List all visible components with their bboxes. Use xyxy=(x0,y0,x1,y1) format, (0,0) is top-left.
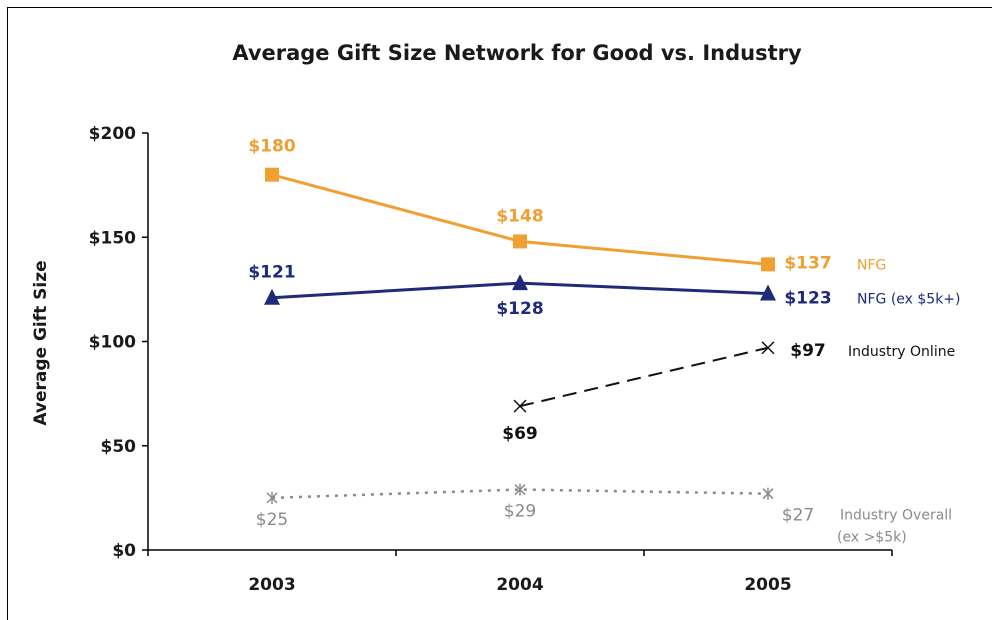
series-nfg-ex-5k xyxy=(264,274,776,305)
y-tick-label: $100 xyxy=(89,333,136,353)
series-name-label: Industry Online xyxy=(848,344,955,360)
data-label: $69 xyxy=(502,424,538,444)
data-point-square xyxy=(761,257,775,272)
series-line xyxy=(519,346,769,408)
data-label: $148 xyxy=(496,206,543,226)
labels-layer: $180 $148 $137 NFG $121 $128 $123 NFG (ex $5k+)… xyxy=(248,137,960,546)
data-point-asterisk xyxy=(514,483,526,496)
x-tick-label: 2003 xyxy=(248,575,295,595)
y-tick-label: $50 xyxy=(101,437,137,457)
data-point-x xyxy=(513,399,527,413)
data-point-asterisk xyxy=(266,491,278,504)
data-label: $128 xyxy=(496,299,543,319)
series-name-label: NFG xyxy=(857,257,886,273)
data-label: $97 xyxy=(790,341,826,361)
chart-title: Average Gift Size Network for Good vs. I… xyxy=(232,41,802,65)
series-industry-overall xyxy=(266,483,774,504)
data-point-square xyxy=(513,234,527,249)
data-point-x xyxy=(761,341,775,355)
axes: $0 $50 $100 $150 $200 2003 2004 2005 xyxy=(89,124,893,595)
data-point-triangle xyxy=(264,288,280,305)
data-point-triangle xyxy=(760,284,776,301)
y-tick-label: $150 xyxy=(89,228,136,248)
data-point-square xyxy=(265,167,279,182)
x-tick-label: 2005 xyxy=(744,575,791,595)
data-label: $180 xyxy=(248,137,295,157)
x-tick-label: 2004 xyxy=(496,575,543,595)
y-tick-label: $200 xyxy=(89,124,136,144)
data-label: $121 xyxy=(248,263,295,283)
chart-frame xyxy=(7,7,992,620)
data-label: $123 xyxy=(784,289,831,309)
data-point-asterisk xyxy=(762,487,774,500)
series-nfg xyxy=(265,167,775,272)
y-axis-label: Average Gift Size xyxy=(31,260,51,425)
series-layer xyxy=(264,167,776,504)
series-line xyxy=(271,488,769,500)
series-industry-online xyxy=(513,341,775,413)
data-label: $29 xyxy=(504,502,536,522)
data-label: $25 xyxy=(256,510,288,530)
series-name-label-line2: (ex >$5k) xyxy=(837,530,907,546)
y-tick-label: $0 xyxy=(112,541,136,561)
data-label: $27 xyxy=(782,506,814,526)
series-name-label: NFG (ex $5k+) xyxy=(857,292,961,308)
data-label: $137 xyxy=(784,253,831,273)
data-point-triangle xyxy=(512,274,528,291)
series-name-label: Industry Overall xyxy=(840,508,952,524)
